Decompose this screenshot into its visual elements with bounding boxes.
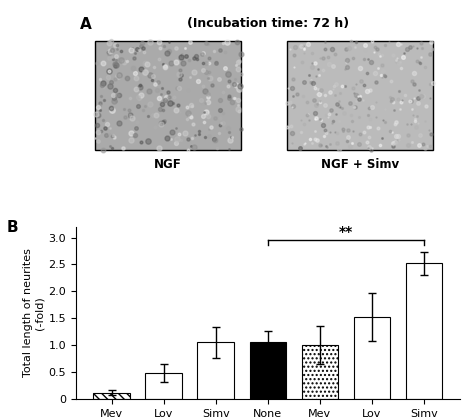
Bar [406,263,442,399]
Y-axis label: Total length of neurites
(-fold): Total length of neurites (-fold) [23,249,44,377]
Bar [198,342,234,399]
Bar [250,342,286,399]
Text: **: ** [339,225,353,239]
Text: NGF: NGF [154,158,182,171]
Bar [354,317,390,399]
Bar [301,345,338,399]
Bar [146,373,182,399]
FancyBboxPatch shape [95,41,241,150]
Text: NGF + Simv: NGF + Simv [321,158,399,171]
FancyBboxPatch shape [287,41,433,150]
Text: A: A [80,17,91,32]
Text: (Incubation time: 72 h): (Incubation time: 72 h) [187,17,349,30]
Bar [93,393,130,399]
Text: B: B [7,220,18,235]
